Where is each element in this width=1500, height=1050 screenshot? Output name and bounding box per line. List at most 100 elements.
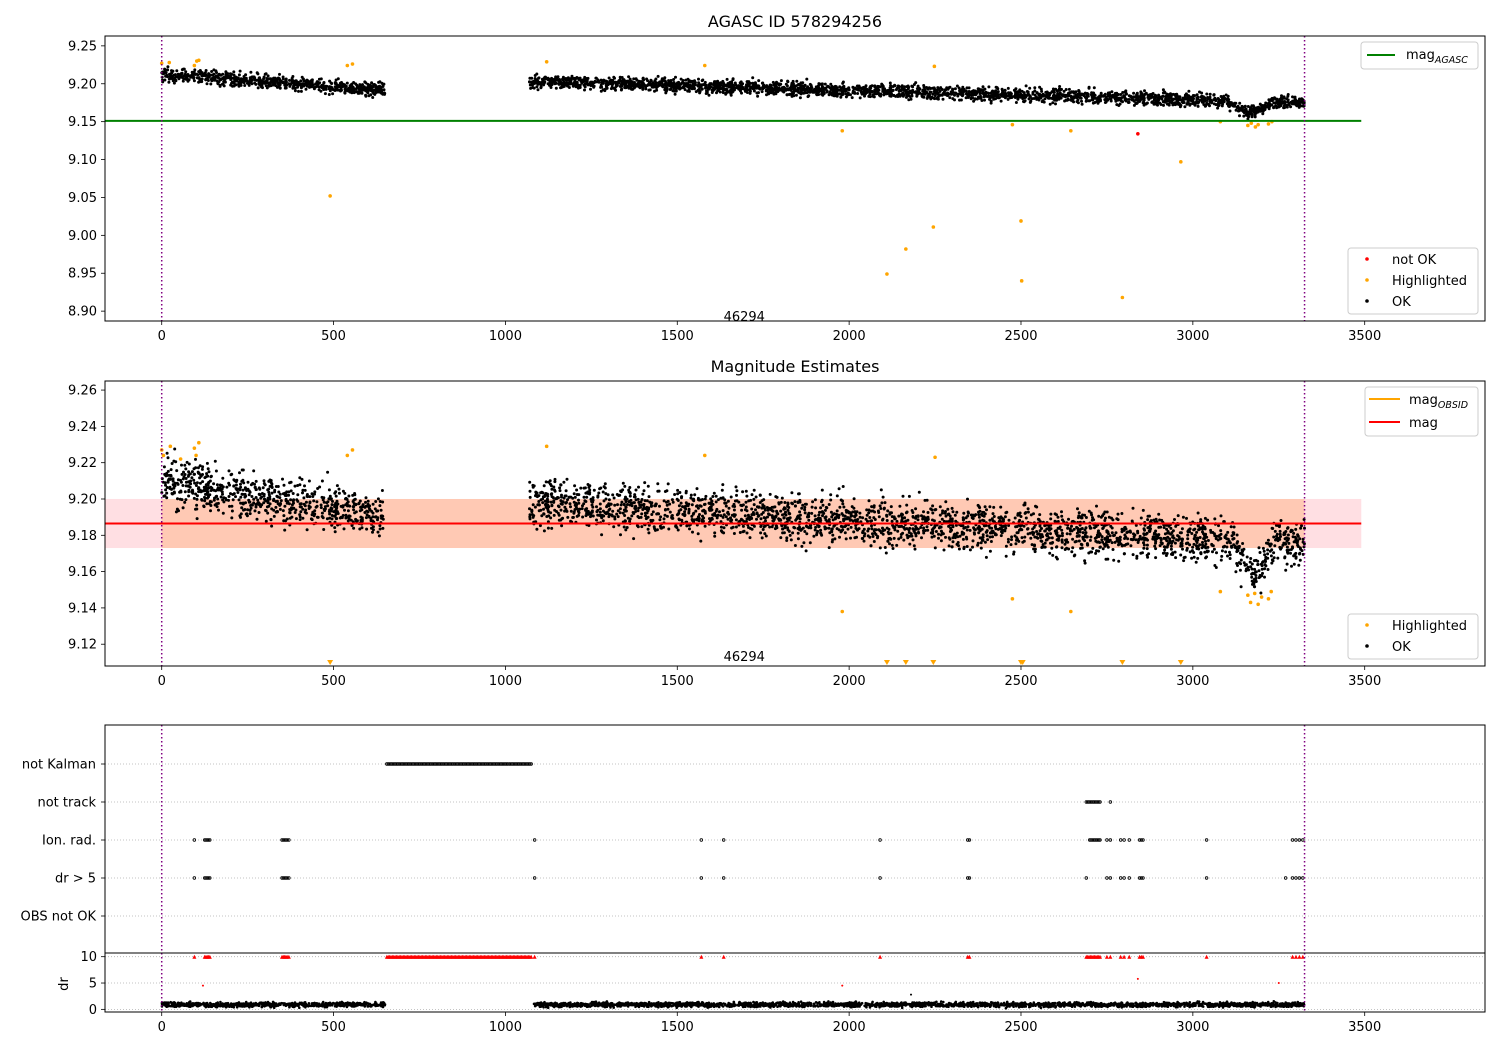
ok-point	[875, 92, 879, 96]
ok-point	[181, 484, 185, 487]
ok-point	[377, 80, 381, 84]
ok-point	[320, 515, 324, 518]
ok-point	[169, 76, 173, 80]
ok-point	[1204, 539, 1207, 543]
ok-point	[658, 518, 662, 522]
ok-point	[987, 85, 991, 89]
ok-point	[261, 486, 265, 490]
ok-point	[1124, 89, 1128, 93]
ok-point	[222, 80, 226, 84]
ok-point	[1059, 88, 1062, 92]
ok-point	[690, 503, 694, 507]
ok-point	[967, 86, 971, 90]
ok-point	[227, 76, 231, 80]
ok-point	[1183, 93, 1187, 97]
ok-point	[364, 516, 368, 520]
highlighted-point	[932, 64, 937, 69]
ok-point	[782, 506, 786, 510]
ok-point	[1024, 84, 1028, 88]
ok-point	[311, 83, 315, 87]
ok-point	[869, 544, 873, 548]
ok-point	[1250, 113, 1254, 117]
ok-point	[219, 495, 223, 499]
ok-point	[597, 80, 601, 83]
ok-point	[252, 469, 256, 473]
ok-point	[976, 543, 980, 547]
ok-point	[856, 92, 860, 95]
ok-point	[1224, 93, 1228, 97]
ok-point	[841, 92, 845, 96]
ok-point	[785, 84, 789, 88]
ok-point	[942, 92, 946, 96]
ok-point	[1022, 91, 1026, 95]
ok-point	[366, 91, 370, 95]
ok-point	[176, 478, 180, 482]
ok-point	[729, 89, 733, 93]
ok-point	[933, 88, 937, 92]
ok-point	[1162, 526, 1166, 529]
ok-point	[548, 83, 551, 87]
ok-point	[812, 534, 816, 538]
ok-point	[988, 526, 992, 530]
ok-point	[946, 507, 950, 511]
ok-point	[868, 92, 872, 96]
ok-point	[637, 485, 640, 489]
ok-point	[1087, 85, 1091, 89]
ok-point	[221, 476, 225, 480]
ok-point	[824, 515, 828, 519]
ok-point	[809, 84, 813, 87]
ok-point	[258, 76, 261, 80]
ok-point	[315, 500, 319, 504]
ok-point	[233, 76, 237, 80]
ok-point	[716, 89, 720, 93]
ok-point	[801, 81, 805, 85]
ok-point	[1164, 95, 1168, 98]
ok-point	[1158, 96, 1162, 100]
ok-point	[172, 73, 176, 77]
ok-point	[184, 467, 188, 471]
ok-point	[188, 472, 192, 476]
ok-point	[173, 447, 177, 451]
ok-point	[992, 94, 996, 98]
ok-point	[1220, 554, 1224, 558]
ok-point	[312, 514, 316, 518]
ok-point	[1162, 103, 1165, 107]
ok-point	[365, 87, 369, 91]
ok-point	[804, 91, 808, 95]
ok-point	[718, 90, 722, 94]
ok-point	[322, 496, 326, 500]
ok-point	[1146, 518, 1150, 522]
ok-point	[305, 78, 309, 82]
ok-point	[302, 496, 306, 500]
ok-point	[892, 536, 896, 540]
ok-point	[1210, 101, 1214, 105]
ok-point	[284, 86, 288, 90]
ok-point	[988, 549, 992, 553]
ok-point	[185, 460, 189, 464]
ok-point	[227, 495, 231, 498]
ok-point	[612, 496, 616, 500]
ok-point	[1120, 512, 1124, 515]
ok-point	[914, 507, 918, 511]
ok-point	[1212, 93, 1216, 97]
ok-point	[560, 524, 564, 528]
ok-point	[1135, 91, 1139, 95]
ok-point	[232, 70, 236, 74]
ok-point	[1285, 103, 1289, 107]
ok-point	[1105, 510, 1109, 514]
ok-point	[863, 94, 866, 98]
ok-point	[194, 466, 198, 470]
ok-point	[709, 85, 713, 89]
ok-point	[278, 496, 282, 500]
ok-point	[1061, 94, 1065, 98]
ok-point	[905, 94, 909, 98]
ok-point	[165, 73, 169, 77]
ok-point	[987, 94, 990, 98]
ok-point	[1006, 537, 1010, 541]
ok-point	[1163, 532, 1167, 536]
ok-point	[740, 86, 744, 90]
ok-point	[249, 483, 253, 487]
ok-point	[347, 88, 351, 91]
ok-point	[1279, 97, 1283, 101]
ok-point	[1252, 110, 1256, 114]
